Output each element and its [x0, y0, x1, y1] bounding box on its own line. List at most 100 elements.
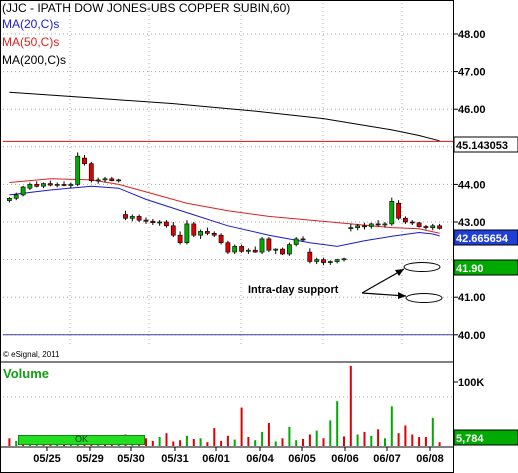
candle-body — [368, 223, 374, 227]
support-arrowheads — [395, 269, 406, 299]
volume-bar — [274, 441, 277, 446]
volume-bar — [15, 440, 18, 446]
candle-body — [307, 251, 313, 262]
volume-bar — [295, 440, 298, 446]
candle-body — [150, 220, 156, 223]
volume-bar — [322, 438, 325, 446]
volume-bar — [431, 417, 434, 446]
y-tick-label: 40.00 — [458, 330, 486, 342]
volume-bar — [254, 440, 257, 446]
candle-body — [129, 216, 135, 219]
volume-bar — [8, 438, 11, 446]
support-annotation-arrows — [361, 262, 443, 303]
price-badges: 45.143053 42.665654 41.90 5,784 — [453, 136, 518, 446]
candle-body — [13, 194, 19, 199]
x-tick-label: 05/31 — [161, 453, 189, 465]
candle-body — [61, 184, 67, 186]
price-badge-label: 45.143053 — [456, 140, 508, 152]
candle-body — [239, 246, 244, 252]
candle-body — [382, 223, 388, 226]
volume-bar — [213, 428, 216, 446]
volume-bar — [233, 439, 236, 446]
volume-bar — [302, 439, 304, 446]
candle-body — [82, 157, 87, 165]
candle-body — [266, 238, 272, 251]
candle-body — [402, 217, 408, 223]
legend-ma200: MA(200,C)s — [2, 53, 67, 67]
candle-body — [430, 225, 436, 229]
candle-body — [280, 248, 285, 255]
ma200-line — [9, 91, 440, 142]
candle-body — [136, 216, 142, 221]
price-badge-box — [453, 259, 518, 276]
volume-badge-box — [453, 429, 518, 446]
candle-body — [211, 233, 217, 236]
moving-average-lines — [9, 91, 440, 247]
ma20-line — [9, 185, 440, 247]
x-tick-label: 06/08 — [416, 453, 444, 465]
candle-body — [389, 201, 395, 225]
chart-title: (JJC - IPATH DOW JONES-UBS COPPER SUBIN,… — [2, 1, 291, 15]
support-oval-lower — [405, 293, 443, 303]
volume-bar — [192, 439, 195, 446]
candle-body — [20, 186, 26, 196]
volume-bar — [418, 437, 421, 446]
candle-body — [109, 178, 115, 182]
volume-bar — [308, 434, 311, 446]
volume-bar — [261, 431, 264, 446]
volume-bar — [179, 440, 182, 446]
support-annotation: Intra-day support — [248, 284, 339, 296]
volume-bar — [165, 433, 168, 446]
price-badge-label: 42.665654 — [456, 233, 509, 245]
candle-body — [123, 214, 128, 219]
price-badge-box — [453, 136, 518, 153]
volume-bar — [329, 420, 332, 446]
candle-body — [143, 219, 149, 222]
candle-body — [198, 231, 203, 236]
candle-body — [293, 238, 299, 245]
volume-bar — [404, 425, 407, 446]
candle-body — [259, 238, 265, 253]
volume-bar — [356, 434, 359, 446]
volume-bar — [158, 437, 161, 446]
x-axis-labels: 05/25 05/29 05/30 05/31 06/01 06/04 06/05 06/06… — [33, 447, 444, 465]
candle-body — [191, 223, 197, 236]
candle-body — [95, 179, 101, 182]
ok-status-label: OK — [74, 434, 88, 444]
candle-body — [321, 259, 326, 263]
x-tick-label: 05/30 — [117, 453, 145, 465]
volume-bar — [315, 430, 318, 446]
volume-bar — [288, 426, 291, 446]
volume-bar — [397, 433, 400, 446]
candle-body — [225, 242, 231, 253]
volume-bar — [390, 406, 393, 446]
horizontal-lines — [3, 140, 453, 336]
x-tick-label: 06/05 — [288, 453, 316, 465]
y-tick-label: 43.00 — [458, 217, 486, 229]
y-tick-label: 48.00 — [458, 29, 486, 41]
candles — [7, 152, 442, 266]
candle-body — [409, 221, 415, 224]
ok-status-bar[interactable]: OK — [18, 434, 145, 445]
price-badge-label: 41.90 — [456, 263, 484, 275]
candle-body — [68, 184, 74, 186]
y-tick-label: 41.00 — [458, 292, 486, 304]
volume-bar — [377, 429, 380, 446]
price-badge-box — [453, 229, 518, 246]
volume-bar — [384, 438, 386, 446]
candle-body — [54, 184, 60, 186]
volume-bar — [226, 435, 229, 447]
volume-bar — [240, 407, 243, 446]
volume-bar — [145, 438, 147, 446]
x-tick-label: 06/07 — [373, 453, 401, 465]
volume-bar — [151, 440, 154, 446]
chart-grid — [3, 3, 453, 398]
volume-bar — [438, 442, 441, 446]
candle-body — [341, 258, 347, 261]
x-tick-label: 06/04 — [246, 453, 274, 465]
candle-body — [177, 234, 183, 243]
volume-bar — [199, 438, 202, 446]
candle-body — [286, 244, 292, 255]
candle-body — [205, 231, 210, 234]
